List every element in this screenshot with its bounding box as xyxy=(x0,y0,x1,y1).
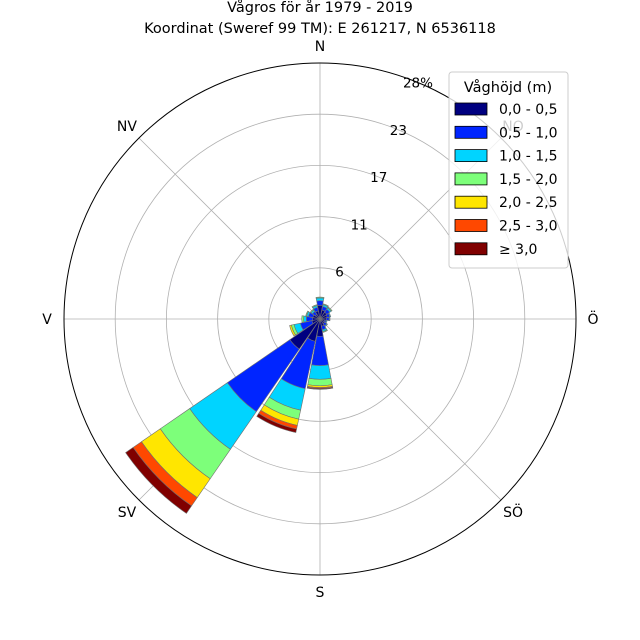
legend-label: 0,5 - 1,0 xyxy=(499,125,557,141)
rose-bar-segment xyxy=(301,315,305,323)
legend: Våghöjd (m) 0,0 - 0,5 0,5 - 1,0 1,0 - 1,5 1… xyxy=(448,71,569,269)
legend-swatch xyxy=(454,102,488,116)
rose-bar-segment xyxy=(256,412,297,433)
legend-swatch xyxy=(454,242,488,256)
radial-tick-label: 17 xyxy=(370,170,387,186)
legend-swatch xyxy=(454,219,488,232)
legend-frame xyxy=(448,71,569,269)
rose-bar-segment xyxy=(307,377,333,387)
rose-bar-segment xyxy=(322,329,328,333)
legend-swatch xyxy=(454,149,488,163)
rose-bar-segment xyxy=(308,364,332,380)
radial-tick-label: 11 xyxy=(351,217,368,233)
direction-label: S xyxy=(316,585,325,601)
rose-bar-segment xyxy=(316,300,324,306)
direction-label: Ö xyxy=(587,310,598,328)
chart-title-line2: Koordinat (Sweref 99 TM): E 261217, N 65… xyxy=(144,21,496,37)
rose-bar-segment xyxy=(328,312,332,318)
direction-label: SÖ xyxy=(503,503,523,521)
legend-label: 1,5 - 2,0 xyxy=(499,172,557,188)
legend-label: 2,5 - 3,0 xyxy=(499,219,557,235)
radial-tick-label: 23 xyxy=(390,123,407,139)
direction-label: SV xyxy=(118,505,137,521)
radial-tick-label: 6 xyxy=(335,265,344,281)
rose-bars xyxy=(125,296,334,514)
grid-spoke xyxy=(138,137,321,320)
direction-label: NV xyxy=(117,119,137,135)
legend-label: 2,0 - 2,5 xyxy=(499,195,557,211)
legend-label: ≥ 3,0 xyxy=(499,242,537,258)
rose-bar-segment xyxy=(306,386,334,390)
legend-items: 0,0 - 0,5 0,5 - 1,0 1,0 - 1,5 1,5 - 2,0 2,0 … xyxy=(454,102,557,258)
legend-title: Våghöjd (m) xyxy=(464,79,552,96)
grid-spoke xyxy=(319,318,502,501)
rose-bar-segment xyxy=(328,316,331,322)
chart-title-line1: Vågros för år 1979 - 2019 xyxy=(227,0,413,16)
rose-bar-segment xyxy=(315,296,325,299)
rose-bar-segment xyxy=(311,304,318,308)
legend-swatch xyxy=(454,172,488,186)
radial-tick-labels: 6 11 17 23 28% xyxy=(335,75,433,280)
rose-bar-segment xyxy=(309,308,315,314)
legend-label: 0,0 - 0,5 xyxy=(499,102,557,118)
rose-bar-segment xyxy=(125,447,192,514)
legend-label: 1,0 - 1,5 xyxy=(499,149,557,165)
rose-bar-segment xyxy=(322,303,329,308)
direction-label: N xyxy=(315,39,325,55)
rose-bar-segment xyxy=(327,306,333,312)
rose-bar-segment xyxy=(303,315,307,323)
rose-bar-segment xyxy=(305,310,309,317)
rose-bar-segment xyxy=(289,324,296,337)
direction-label: V xyxy=(42,312,52,328)
legend-swatch xyxy=(454,195,488,209)
legend-swatch xyxy=(454,125,488,139)
radial-tick-label: 28% xyxy=(403,75,433,91)
polar-frame xyxy=(63,62,577,576)
